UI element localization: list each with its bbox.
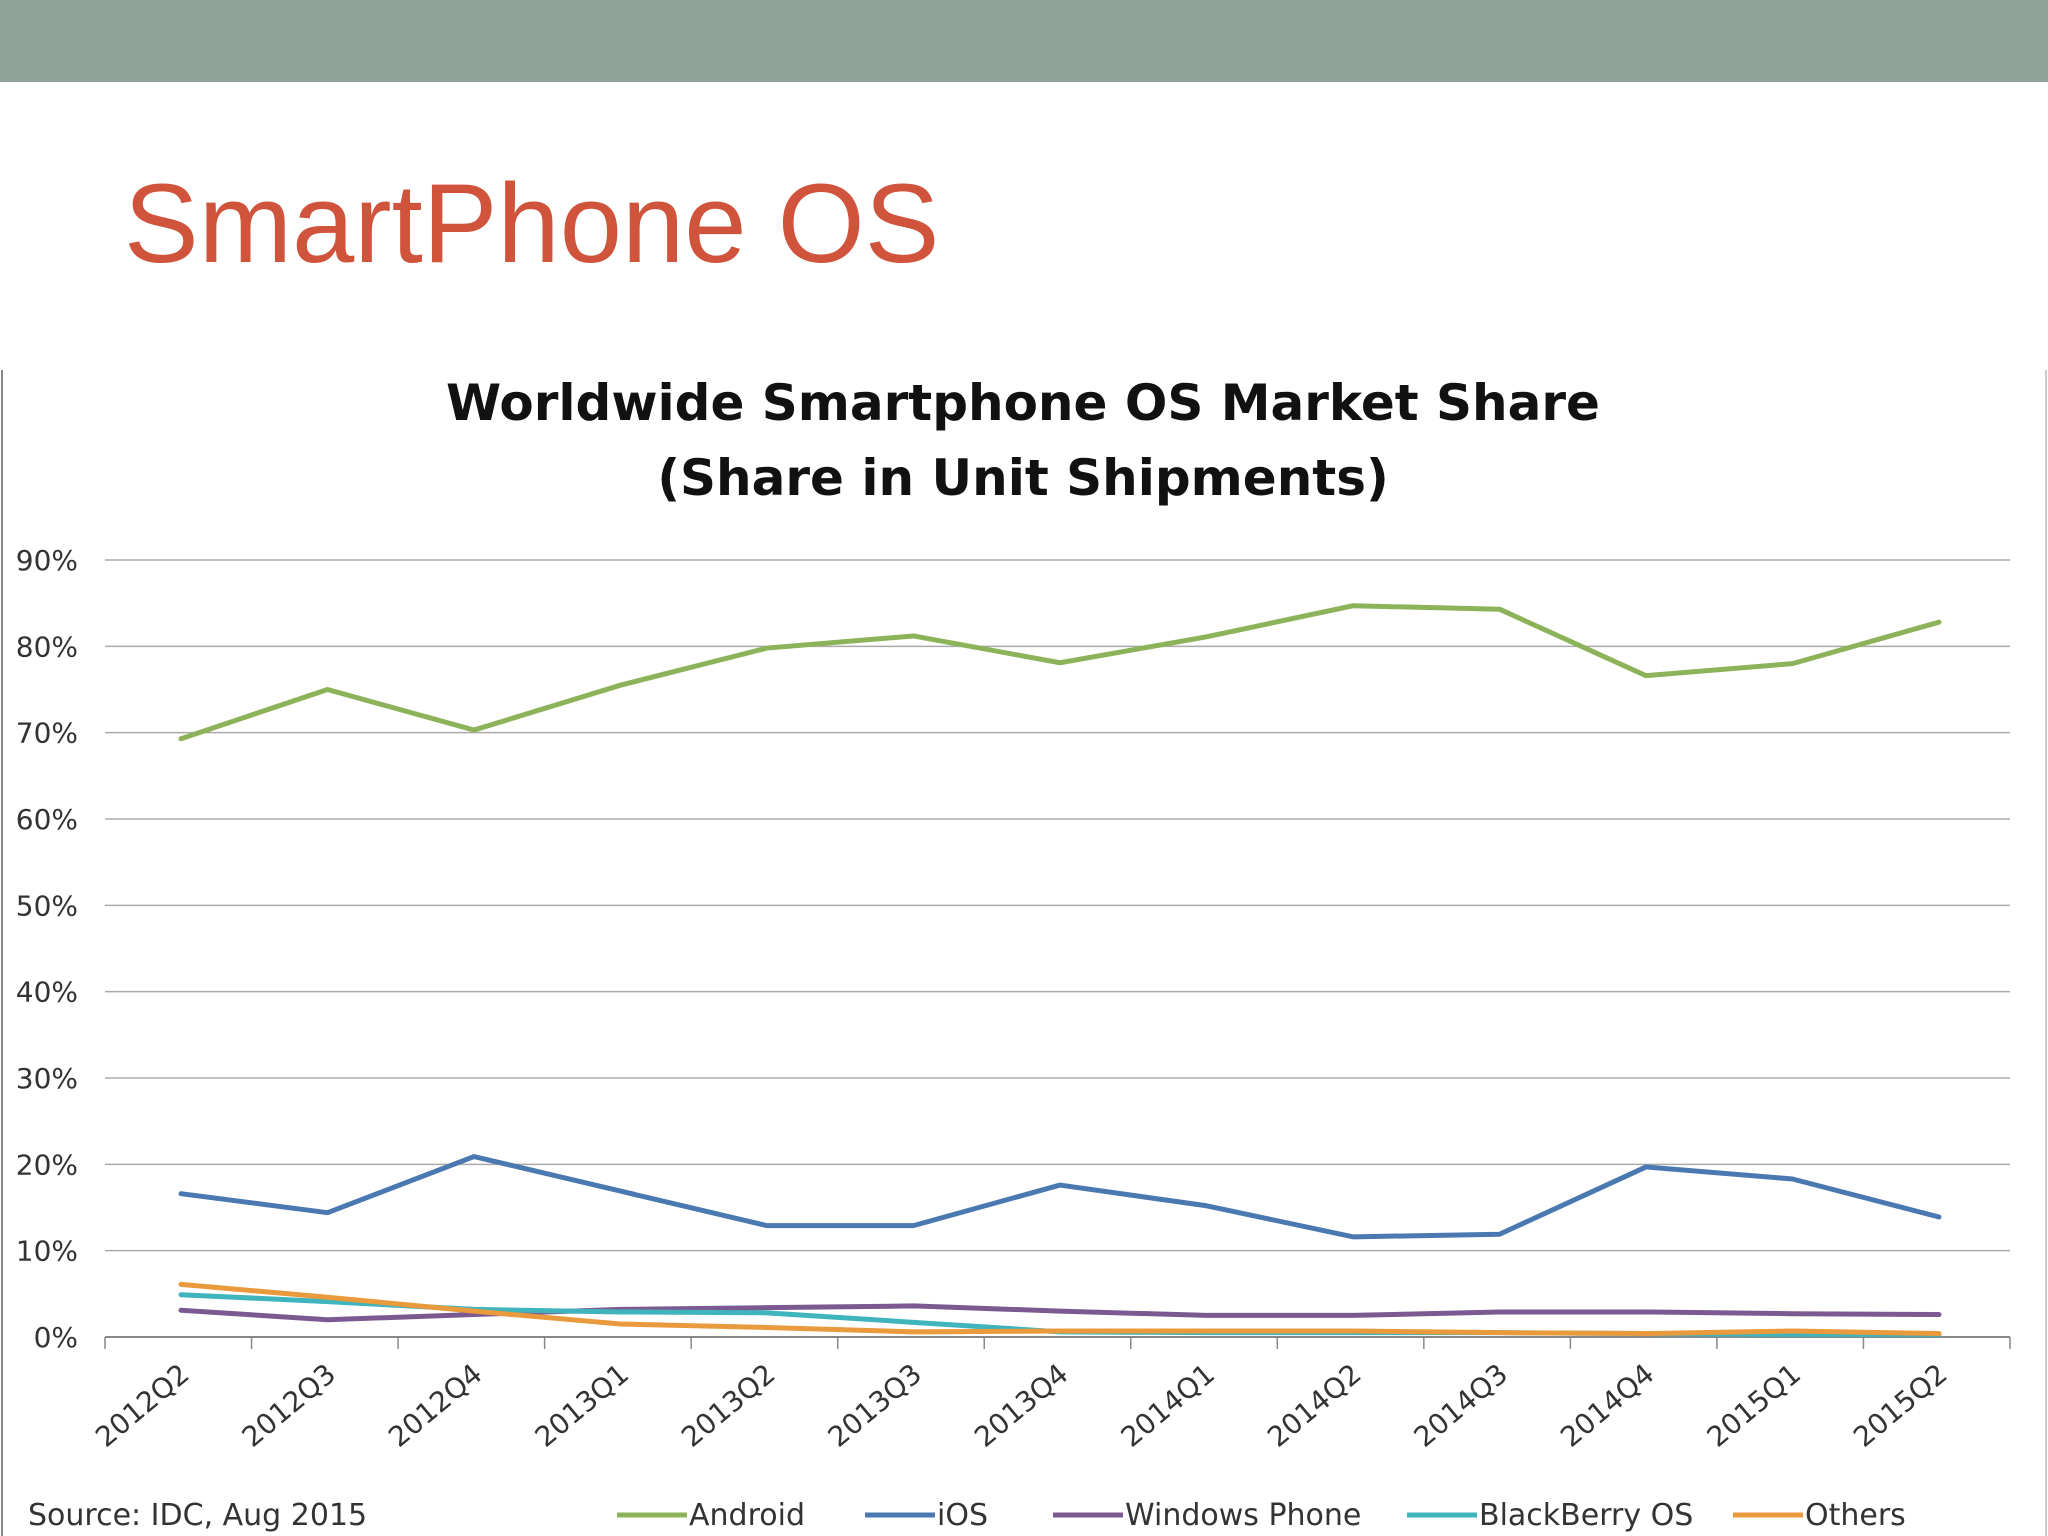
line-chart: Worldwide Smartphone OS Market Share (Sha…	[1, 370, 2047, 1536]
x-tick-label: 2012Q4	[382, 1357, 488, 1454]
legend-label-android: Android	[689, 1498, 805, 1533]
chart-source: Source: IDC, Aug 2015	[28, 1498, 367, 1533]
y-tick-label: 80%	[16, 630, 78, 663]
slide-header-bar	[0, 0, 2048, 82]
y-tick-label: 10%	[16, 1235, 78, 1268]
x-tick-label: 2015Q2	[1847, 1357, 1953, 1454]
legend-label-others: Others	[1805, 1498, 1906, 1533]
y-tick-label: 40%	[16, 976, 78, 1009]
series-line-android	[178, 603, 1942, 742]
legend-label-windows-phone: Windows Phone	[1125, 1498, 1361, 1533]
x-tick-label: 2013Q2	[675, 1357, 781, 1454]
x-tick-label: 2014Q3	[1408, 1357, 1514, 1454]
y-tick-label: 50%	[16, 889, 78, 922]
x-tick-label: 2014Q2	[1261, 1357, 1367, 1454]
y-tick-label: 20%	[16, 1148, 78, 1181]
x-tick-label: 2014Q1	[1115, 1357, 1221, 1454]
series-line-others	[178, 1281, 1942, 1337]
y-tick-label: 70%	[16, 717, 78, 750]
x-tick-label: 2015Q1	[1701, 1357, 1807, 1454]
series-line-windows-phone	[178, 1303, 1942, 1323]
x-tick-label: 2012Q2	[89, 1357, 195, 1454]
chart-frame: Worldwide Smartphone OS Market Share (Sha…	[0, 370, 2048, 1536]
y-tick-label: 30%	[16, 1062, 78, 1095]
legend-label-blackberry-os: BlackBerry OS	[1479, 1498, 1693, 1533]
chart-title-line-1: Worldwide Smartphone OS Market Share	[446, 374, 1600, 432]
y-tick-label: 90%	[16, 544, 78, 577]
x-tick-label: 2012Q3	[236, 1357, 342, 1454]
series-line-ios	[178, 1154, 1942, 1240]
x-tick-label: 2013Q4	[968, 1357, 1074, 1454]
slide-title: SmartPhone OS	[124, 161, 940, 286]
x-tick-label: 2014Q4	[1554, 1357, 1660, 1454]
legend-label-ios: iOS	[937, 1498, 988, 1533]
y-tick-label: 0%	[34, 1321, 78, 1354]
y-tick-label: 60%	[16, 803, 78, 836]
x-tick-label: 2013Q1	[529, 1357, 635, 1454]
x-tick-label: 2013Q3	[822, 1357, 928, 1454]
chart-title-line-2: (Share in Unit Shipments)	[657, 449, 1389, 507]
